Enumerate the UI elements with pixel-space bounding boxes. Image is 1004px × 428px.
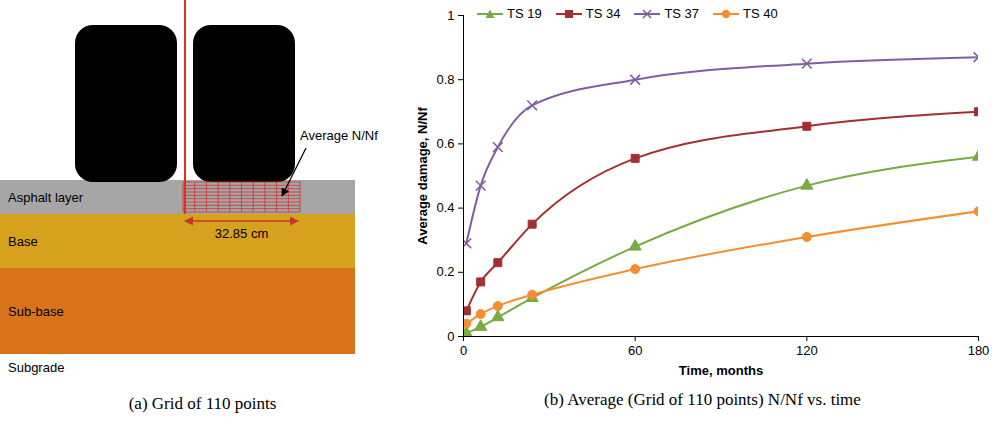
html-text:TS 40: TS 40 [743, 6, 778, 21]
svg-text:32.85 cm: 32.85 cm [215, 226, 268, 241]
html-text:TS 37: TS 37 [664, 6, 700, 21]
svg-text:0.8: 0.8 [436, 72, 454, 87]
html-text:TS 19: TS 19 [507, 6, 542, 21]
svg-text:0.2: 0.2 [436, 264, 454, 279]
svg-text:0: 0 [460, 343, 467, 358]
svg-text:Average N/Nf: Average N/Nf [300, 128, 378, 143]
html-text:TS 34: TS 34 [585, 6, 621, 21]
svg-text:180: 180 [968, 343, 990, 358]
svg-text:Average damage, N/Nf: Average damage, N/Nf [415, 107, 430, 245]
svg-text:0.4: 0.4 [436, 200, 454, 215]
svg-text:1: 1 [447, 8, 454, 23]
html-text:(b) Average (Grid of 110 point: (b) Average (Grid of 110 points) N/Nf vs… [544, 390, 861, 409]
svg-text:Sub-base: Sub-base [8, 304, 64, 319]
svg-text:Time, months: Time, months [679, 363, 763, 378]
svg-text:0: 0 [447, 329, 454, 344]
svg-text:Base: Base [8, 234, 38, 249]
svg-text:Subgrade: Subgrade [8, 360, 64, 375]
svg-text:60: 60 [628, 343, 642, 358]
svg-text:120: 120 [796, 343, 818, 358]
svg-text:Asphalt layer: Asphalt layer [8, 190, 84, 205]
svg-text:0.6: 0.6 [436, 136, 454, 151]
html-text:(a) Grid of 110 points: (a) Grid of 110 points [128, 394, 277, 413]
